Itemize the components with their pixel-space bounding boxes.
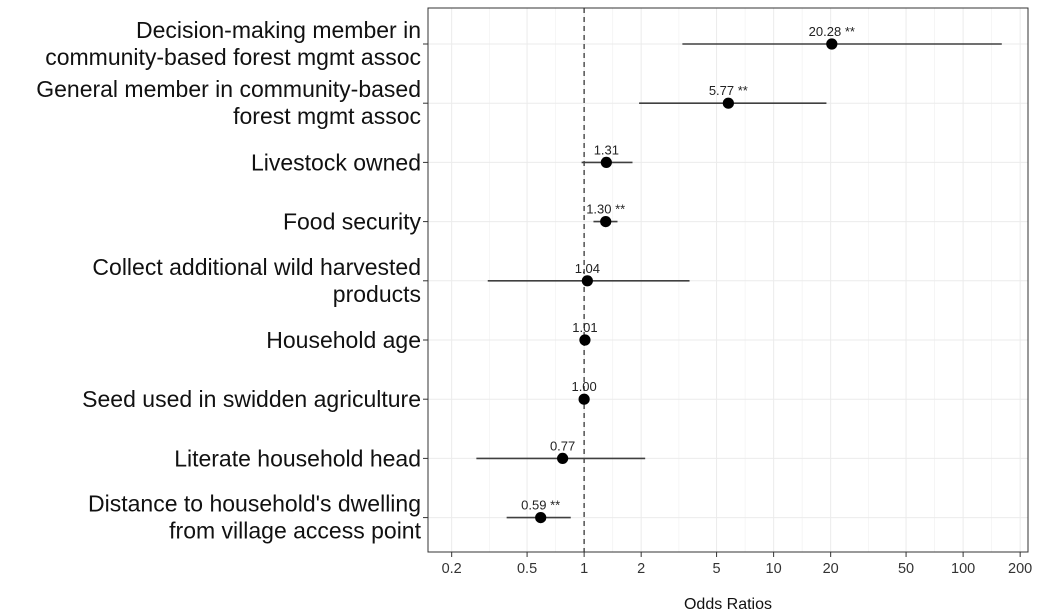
estimate-point bbox=[557, 452, 569, 464]
value-label: 1.31 bbox=[594, 142, 619, 157]
y-axis-ticks bbox=[423, 43, 428, 519]
category-label: community-based forest mgmt assoc bbox=[45, 44, 421, 70]
x-tick-label: 5 bbox=[713, 561, 721, 577]
category-label: forest mgmt assoc bbox=[233, 103, 421, 129]
value-label: 5.77 ** bbox=[709, 83, 748, 98]
x-tick-label: 20 bbox=[823, 561, 839, 577]
category-label: Livestock owned bbox=[251, 149, 421, 175]
category-label: from village access point bbox=[169, 518, 421, 544]
value-label: 20.28 ** bbox=[809, 24, 855, 39]
value-label: 1.00 bbox=[571, 379, 596, 394]
category-label: Household age bbox=[266, 327, 421, 353]
x-tick-label: 100 bbox=[951, 561, 975, 577]
category-label: Collect additional wild harvested bbox=[92, 254, 421, 280]
estimate-point bbox=[581, 275, 593, 287]
category-label: Seed used in swidden agriculture bbox=[82, 386, 421, 412]
category-label: Literate household head bbox=[174, 445, 421, 471]
value-label: 1.30 ** bbox=[586, 202, 625, 217]
category-label: Decision-making member in bbox=[136, 17, 421, 43]
estimate-point bbox=[578, 393, 590, 405]
panel-border bbox=[427, 7, 1029, 553]
estimate-point bbox=[579, 334, 591, 346]
x-tick-label: 1 bbox=[580, 561, 588, 577]
estimate-point bbox=[722, 97, 734, 109]
value-label: 0.77 bbox=[550, 438, 575, 453]
category-label: Distance to household's dwelling bbox=[88, 491, 421, 517]
estimate-points bbox=[535, 38, 838, 524]
estimate-point bbox=[826, 38, 838, 50]
x-axis-ticks: 0.2 0.5 1 2 5 10 20 50 100 200 bbox=[442, 552, 1032, 577]
category-labels: Decision-making member incommunity-based… bbox=[36, 17, 421, 544]
x-tick-label: 2 bbox=[637, 561, 645, 577]
estimate-point bbox=[535, 511, 547, 524]
x-tick-label: 50 bbox=[898, 561, 914, 577]
x-tick-label: 10 bbox=[766, 561, 782, 577]
value-label: 1.04 bbox=[575, 261, 600, 276]
category-label: General member in community-based bbox=[36, 76, 421, 102]
estimate-point bbox=[600, 156, 612, 168]
category-label: products bbox=[333, 281, 421, 307]
estimate-point bbox=[600, 216, 612, 228]
x-tick-label: 0.2 bbox=[442, 561, 462, 577]
x-tick-label: 200 bbox=[1008, 561, 1032, 577]
x-tick-label: 0.5 bbox=[517, 561, 537, 577]
value-label: 0.59 ** bbox=[521, 498, 560, 513]
value-label: 1.01 bbox=[572, 320, 597, 335]
x-axis-title: Odds Ratios bbox=[684, 596, 772, 613]
value-labels: 20.28 ** 5.77 ** 1.31 1.30 ** 1.04 1.01 1.00 0.… bbox=[521, 24, 855, 513]
category-label: Food security bbox=[283, 209, 422, 235]
